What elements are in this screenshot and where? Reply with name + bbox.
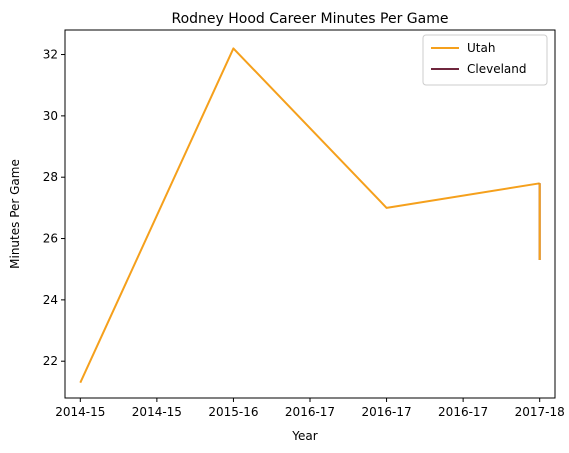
y-tick-label: 24	[43, 293, 58, 307]
y-axis-label: Minutes Per Game	[8, 159, 22, 269]
y-tick-label: 32	[43, 48, 58, 62]
series-layer	[79, 47, 541, 384]
legend: Utah Cleveland	[422, 34, 548, 86]
series-line-utah	[79, 47, 540, 384]
x-tick-label: 2014-15	[132, 405, 182, 419]
y-tick-label: 26	[43, 232, 58, 246]
legend-entries: Utah Cleveland	[431, 41, 527, 76]
x-tick-label: 2016-17	[361, 405, 411, 419]
x-axis-label: Year	[291, 429, 317, 443]
legend-label-cleveland: Cleveland	[467, 62, 527, 76]
plot-area	[64, 29, 556, 399]
y-tick-label: 30	[43, 109, 58, 123]
x-axis: 2014-15 2014-15 2015-16 2016-17 2016-17 2016-…	[55, 398, 565, 419]
y-tick-label: 28	[43, 170, 58, 184]
plot-frame	[64, 29, 556, 399]
x-tick-label: 2016-17	[438, 405, 488, 419]
legend-label-utah: Utah	[467, 41, 495, 55]
chart-title: Rodney Hood Career Minutes Per Game	[171, 11, 448, 27]
x-tick-label: 2015-16	[208, 405, 258, 419]
x-tick-label: 2016-17	[285, 405, 335, 419]
y-axis: 22 24 26 28 30 32	[43, 48, 65, 368]
y-tick-label: 22	[43, 354, 58, 368]
x-tick-label: 2017-18	[515, 405, 565, 419]
x-tick-label: 2014-15	[55, 405, 105, 419]
